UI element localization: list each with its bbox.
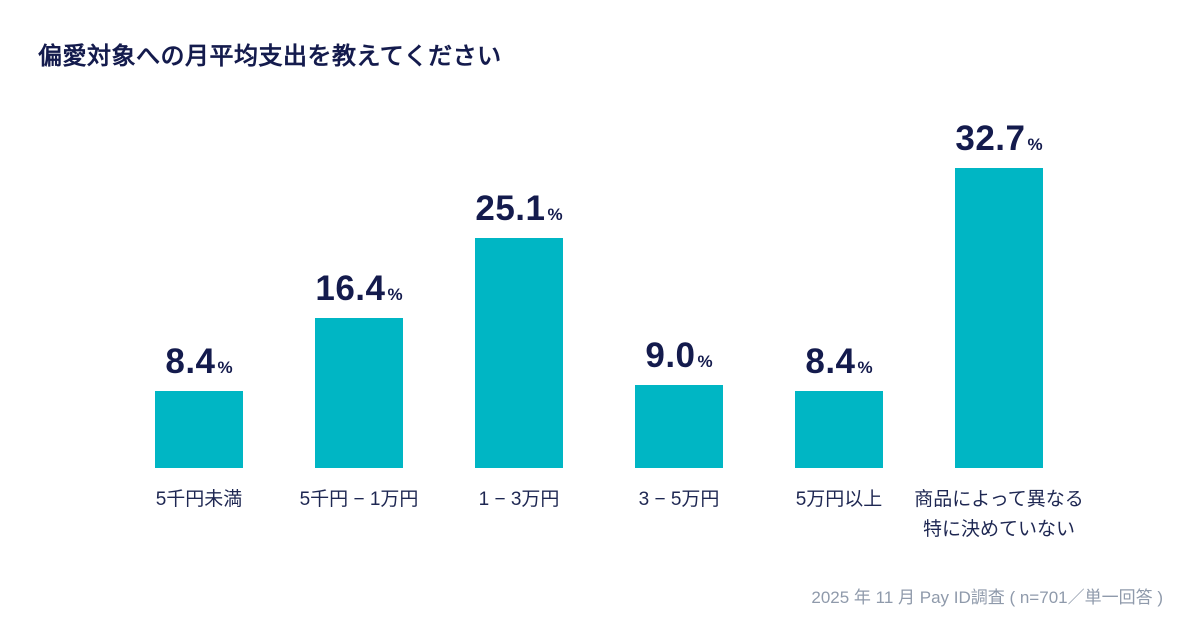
bar-column: 16.4% 5千円 − 1万円 bbox=[279, 114, 439, 545]
bar-column: 32.7% 商品によって異なる 特に決めていない bbox=[914, 114, 1083, 545]
bar bbox=[315, 318, 403, 468]
bar-value-number: 16.4 bbox=[315, 269, 386, 308]
bar-category-label-line: 5万円以上 bbox=[795, 489, 883, 510]
bar-area: 9.0% bbox=[635, 114, 723, 468]
bar-category-label: 3 − 5万円 bbox=[639, 485, 720, 515]
bar-value-number: 25.1 bbox=[475, 189, 546, 228]
bar bbox=[155, 391, 243, 468]
bar-category-label-line: 商品によって異なる bbox=[914, 489, 1084, 510]
bar-value-label: 16.4% bbox=[315, 271, 402, 306]
bar-value-unit: % bbox=[697, 352, 713, 371]
page-title: 偏愛対象への月平均支出を教えてください bbox=[38, 43, 502, 70]
bar-value-label: 25.1% bbox=[475, 191, 562, 226]
bar-area: 25.1% bbox=[475, 114, 563, 468]
bar-column: 25.1% 1 − 3万円 bbox=[439, 114, 599, 545]
bar-value-number: 32.7 bbox=[955, 119, 1026, 158]
bar-area: 8.4% bbox=[155, 114, 243, 468]
bar-chart: 8.4% 5千円未満 16.4% 5千円 − 1万円 25.1% 1 − 3万円 9.0% 3… bbox=[119, 114, 1084, 545]
bar-value-unit: % bbox=[547, 205, 563, 224]
bar bbox=[795, 391, 883, 468]
bar bbox=[635, 385, 723, 468]
bar-category-label-line: 特に決めていない bbox=[923, 519, 1076, 540]
bar bbox=[475, 238, 563, 468]
bar-column: 9.0% 3 − 5万円 bbox=[599, 114, 759, 545]
bar-category-label: 商品によって異なる 特に決めていない bbox=[914, 485, 1083, 545]
bar-category-label: 5千円未満 bbox=[156, 485, 243, 515]
bar-value-unit: % bbox=[857, 358, 873, 377]
bar-value-label: 9.0% bbox=[645, 338, 712, 373]
bar-area: 32.7% bbox=[955, 114, 1043, 468]
bar-value-number: 8.4 bbox=[805, 342, 856, 381]
bar-value-label: 8.4% bbox=[165, 344, 232, 379]
bar-category-label: 1 − 3万円 bbox=[479, 485, 560, 515]
bar bbox=[955, 168, 1043, 468]
bar-value-number: 8.4 bbox=[165, 342, 216, 381]
bar-value-number: 9.0 bbox=[645, 336, 696, 375]
bar-category-label-line: 5千円 − 1万円 bbox=[299, 489, 419, 510]
bar-area: 8.4% bbox=[795, 114, 883, 468]
bar-area: 16.4% bbox=[315, 114, 403, 468]
bar-category-label: 5万円以上 bbox=[796, 485, 883, 515]
bar-column: 8.4% 5万円以上 bbox=[759, 114, 919, 545]
bar-column: 8.4% 5千円未満 bbox=[119, 114, 279, 545]
bar-value-unit: % bbox=[1027, 135, 1043, 154]
bar-category-label-line: 3 − 5万円 bbox=[638, 489, 720, 510]
bar-category-label: 5千円 − 1万円 bbox=[300, 485, 419, 515]
bar-value-unit: % bbox=[387, 285, 403, 304]
bar-category-label-line: 1 − 3万円 bbox=[478, 489, 560, 510]
bar-value-label: 32.7% bbox=[955, 121, 1042, 156]
source-note: 2025 年 11 月 Pay ID調査 ( n=701／単一回答 ) bbox=[811, 588, 1163, 607]
bar-value-label: 8.4% bbox=[805, 344, 872, 379]
bar-category-label-line: 5千円未満 bbox=[155, 489, 243, 510]
bar-value-unit: % bbox=[217, 358, 233, 377]
